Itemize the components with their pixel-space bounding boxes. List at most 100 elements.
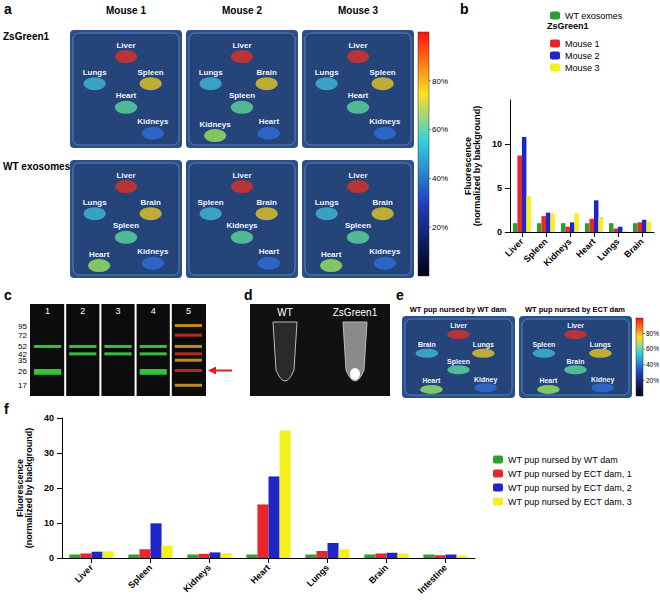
svg-text:Liver: Liver [232, 171, 251, 180]
svg-text:Heart: Heart [422, 377, 441, 384]
svg-text:Spleen: Spleen [126, 562, 154, 590]
svg-text:Lungs: Lungs [590, 341, 611, 349]
svg-text:20%: 20% [646, 377, 659, 384]
svg-text:e: e [396, 287, 404, 303]
svg-text:f: f [4, 401, 9, 417]
svg-text:Spleen: Spleen [345, 221, 371, 230]
svg-text:a: a [4, 1, 12, 17]
svg-text:WT pup nursed by ECT dam, 3: WT pup nursed by ECT dam, 3 [508, 497, 632, 507]
svg-text:Kidneys: Kidneys [200, 120, 232, 129]
svg-text:30: 30 [44, 448, 54, 458]
svg-text:Brain: Brain [367, 562, 390, 585]
svg-text:Heart: Heart [321, 250, 342, 259]
svg-text:35: 35 [18, 356, 27, 365]
svg-text:c: c [4, 287, 12, 303]
svg-text:Mouse 3: Mouse 3 [565, 63, 600, 73]
svg-text:(normalized by background): (normalized by background) [472, 106, 482, 227]
svg-text:Heart: Heart [259, 247, 280, 256]
svg-text:WT pup nursed by ECT dam: WT pup nursed by ECT dam [525, 305, 625, 314]
svg-text:(normalized by background): (normalized by background) [24, 428, 34, 549]
svg-text:4: 4 [151, 306, 156, 316]
svg-text:Heart: Heart [89, 250, 110, 259]
svg-text:3: 3 [115, 306, 120, 316]
svg-text:Spleen: Spleen [370, 68, 396, 77]
svg-text:26: 26 [18, 367, 27, 376]
svg-text:WT exosomes: WT exosomes [565, 11, 623, 21]
svg-text:Kidney: Kidney [591, 376, 614, 384]
svg-text:20%: 20% [432, 223, 448, 232]
svg-text:Kidneys: Kidneys [181, 562, 213, 594]
svg-text:Lungs: Lungs [83, 68, 108, 77]
svg-text:b: b [460, 1, 469, 17]
svg-text:Lungs: Lungs [595, 236, 621, 262]
svg-text:Spleen: Spleen [447, 358, 470, 366]
svg-text:Kidneys: Kidneys [137, 117, 169, 126]
svg-text:Lungs: Lungs [199, 68, 224, 77]
svg-text:Kidneys: Kidneys [369, 247, 401, 256]
svg-text:Heart: Heart [116, 91, 137, 100]
svg-text:Brain: Brain [418, 341, 436, 348]
svg-text:Liver: Liver [450, 322, 467, 329]
svg-text:Heart: Heart [259, 117, 280, 126]
svg-text:Spleen: Spleen [229, 91, 255, 100]
svg-text:WT pup nursed by WT dam: WT pup nursed by WT dam [508, 455, 618, 465]
svg-text:d: d [244, 287, 253, 303]
svg-text:2: 2 [80, 306, 85, 316]
svg-text:Lungs: Lungs [315, 68, 340, 77]
svg-text:WT exosomes: WT exosomes [3, 161, 71, 172]
svg-text:ZsGreen1: ZsGreen1 [547, 21, 589, 31]
svg-text:Intestine: Intestine [416, 562, 449, 595]
svg-text:WT pup nursed by ECT dam, 2: WT pup nursed by ECT dam, 2 [508, 483, 632, 493]
svg-text:Heart: Heart [574, 236, 597, 259]
svg-text:Heart: Heart [348, 91, 369, 100]
svg-text:17: 17 [18, 381, 27, 390]
svg-text:40%: 40% [432, 174, 448, 183]
svg-text:40: 40 [44, 413, 54, 423]
svg-text:WT pup nursed by ECT dam, 1: WT pup nursed by ECT dam, 1 [508, 469, 632, 479]
svg-text:80%: 80% [432, 77, 448, 86]
svg-text:1: 1 [45, 306, 50, 316]
svg-text:Brain: Brain [372, 198, 393, 207]
svg-text:WT: WT [277, 307, 293, 318]
svg-text:Heart: Heart [249, 562, 272, 585]
svg-text:Lungs: Lungs [473, 341, 494, 349]
svg-text:Liver: Liver [348, 41, 367, 50]
svg-text:Mouse 3: Mouse 3 [338, 5, 378, 16]
svg-text:0: 0 [497, 227, 502, 237]
svg-text:Lungs: Lungs [305, 562, 331, 588]
svg-text:Liver: Liver [116, 171, 135, 180]
svg-text:Mouse 2: Mouse 2 [222, 5, 262, 16]
svg-text:Brain: Brain [567, 358, 585, 365]
svg-text:ZsGreen1: ZsGreen1 [3, 31, 50, 42]
svg-text:5: 5 [497, 183, 502, 193]
svg-text:Brain: Brain [256, 198, 277, 207]
svg-text:Kidneys: Kidneys [369, 117, 401, 126]
svg-text:0: 0 [49, 553, 54, 563]
svg-text:95: 95 [18, 322, 27, 331]
svg-text:Brain: Brain [622, 236, 645, 259]
svg-text:Mouse 1: Mouse 1 [565, 39, 600, 49]
svg-text:10: 10 [492, 139, 502, 149]
svg-text:Mouse 1: Mouse 1 [106, 5, 146, 16]
svg-text:Heart: Heart [539, 377, 558, 384]
svg-text:Spleen: Spleen [138, 68, 164, 77]
svg-text:Liver: Liver [348, 171, 367, 180]
svg-text:Lungs: Lungs [315, 198, 340, 207]
svg-text:60%: 60% [432, 125, 448, 134]
svg-text:80%: 80% [646, 330, 659, 337]
svg-text:Liver: Liver [232, 41, 251, 50]
svg-text:Kidneys: Kidneys [226, 221, 258, 230]
svg-text:Kidney: Kidney [474, 376, 497, 384]
svg-text:Spleen: Spleen [532, 341, 555, 349]
svg-text:Spleen: Spleen [198, 198, 224, 207]
svg-text:Liver: Liver [116, 41, 135, 50]
svg-text:40%: 40% [646, 361, 659, 368]
svg-text:Mouse 2: Mouse 2 [565, 51, 600, 61]
svg-text:Brain: Brain [256, 68, 277, 77]
svg-text:20: 20 [44, 483, 54, 493]
svg-text:WT pup nursed by WT dam: WT pup nursed by WT dam [410, 305, 507, 314]
svg-text:5: 5 [186, 306, 191, 316]
svg-text:Spleen: Spleen [113, 221, 139, 230]
svg-text:Liver: Liver [73, 562, 96, 585]
svg-text:72: 72 [18, 331, 27, 340]
